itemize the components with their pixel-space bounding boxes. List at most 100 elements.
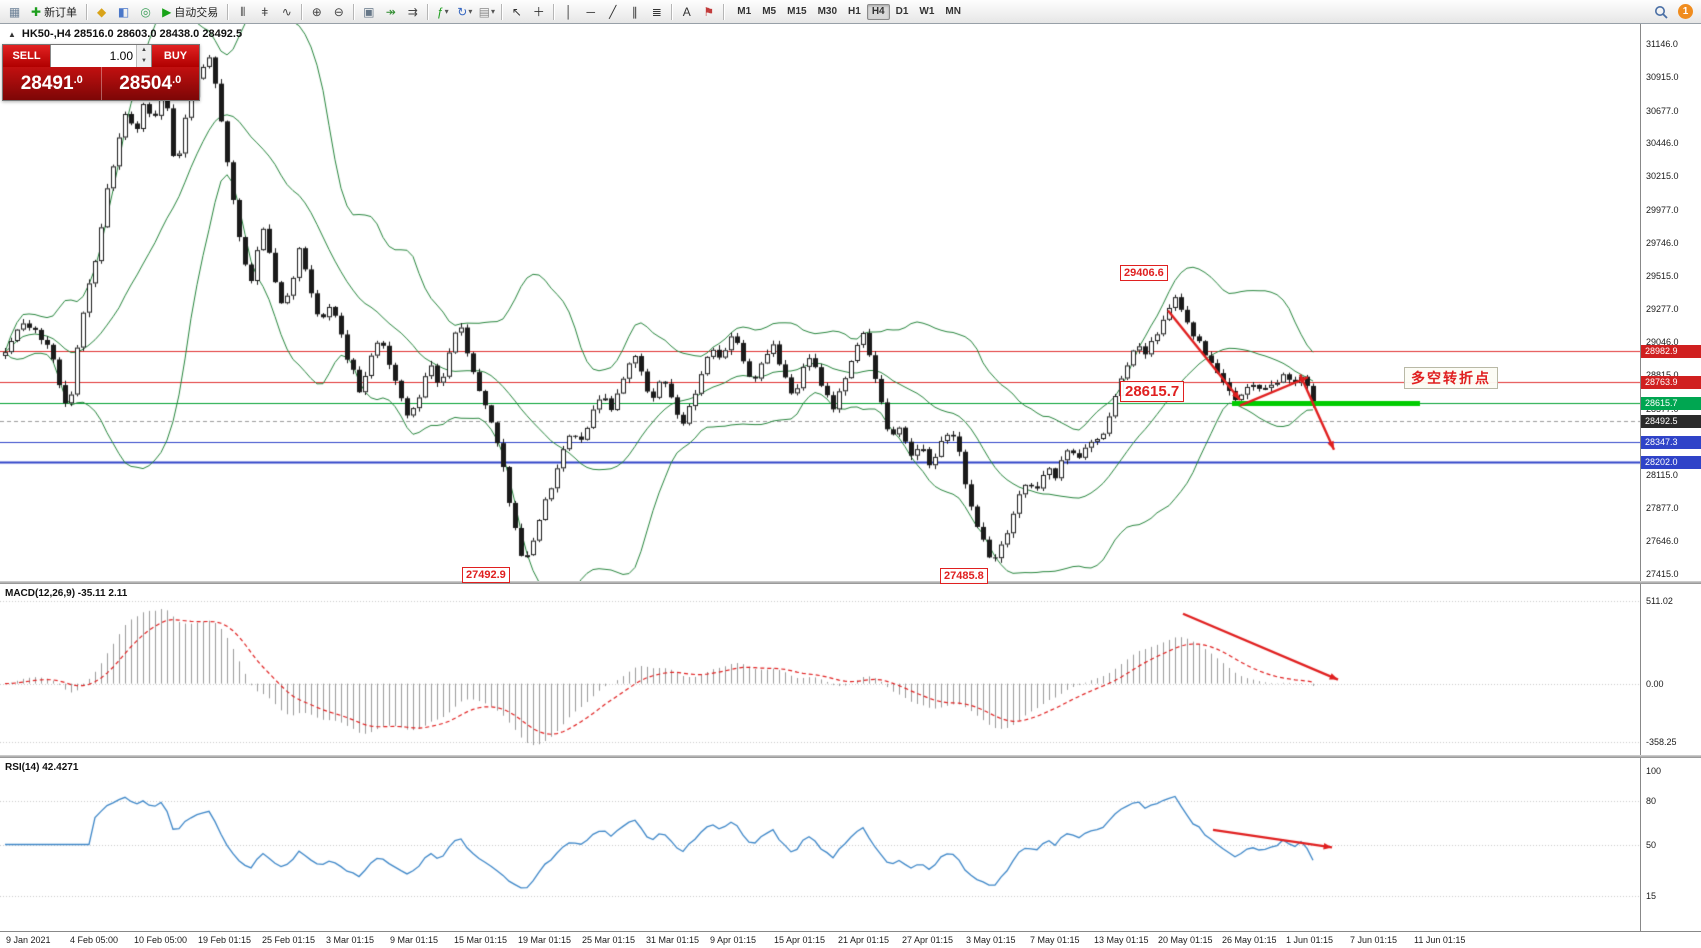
horizontal-line-icon-glyph-icon: ─ (586, 4, 596, 19)
buy-button[interactable]: BUY (152, 45, 199, 67)
new-order-glyph-icon: ✚ (31, 4, 42, 19)
time-axis[interactable]: 9 Jan 2021 4 Feb 05:00 10 Feb 05:00 19 Feb … (0, 931, 1701, 948)
tile-windows-icon-glyph-icon: ▣ (363, 4, 375, 19)
periods-glyph-icon: ↻ (457, 4, 468, 19)
scale-tick: 0.00 (1646, 678, 1664, 689)
channel-icon[interactable]: ∥ (624, 2, 645, 21)
toolbar-separator (723, 3, 725, 20)
sell-price[interactable]: 28491.0 (3, 67, 101, 100)
bar-chart-icon[interactable]: ⦀ (232, 2, 253, 21)
time-label: 25 Feb 01:15 (262, 935, 316, 945)
macd-panel-canvas[interactable] (0, 584, 1640, 755)
cursor-icon[interactable]: ↖ (506, 2, 527, 21)
buy-price[interactable]: 28504.0 (100, 67, 200, 100)
scale-tick: 28815.0 (1646, 370, 1679, 381)
autotrade-button[interactable]: ▶ 自动交易 (157, 2, 223, 21)
time-label: 9 Apr 01:15 (710, 935, 757, 945)
sell-button[interactable]: SELL (3, 45, 50, 67)
bid-ask-display: 28491.0 28504.0 (3, 67, 199, 100)
periods-button[interactable]: ↻ ▾ (454, 2, 475, 21)
scale-tick: -358.25 (1646, 736, 1677, 747)
toolbar: ▦ ✚ 新订单 ◆ ◧ ◎ ▶ 自动交易 ⦀ ǂ ∿ ⊕ ⊖ ▣ ↠ ⇉ ƒ ▾ ↻ ▾ ▤ ▾ ↖ ＋ │ ─ ╱ ∥ ≣ A ⚑ M1 M5… (0, 0, 1701, 24)
toolbar-separator (553, 3, 555, 20)
arrows-tool-icon[interactable]: ⚑ (698, 2, 719, 21)
chart-shift-icon[interactable]: ⇉ (402, 2, 423, 21)
volume-down-icon[interactable]: ▼ (137, 56, 151, 67)
new-order-button[interactable]: ✚ 新订单 (26, 2, 82, 21)
scale-tick: 29277.0 (1646, 304, 1679, 315)
templates-glyph-icon: ▤ (478, 4, 490, 19)
scale-tick: 27415.0 (1646, 569, 1679, 580)
scale-tick: 50 (1646, 839, 1657, 850)
volume-input[interactable] (51, 45, 136, 67)
zoom-out-icon[interactable]: ⊖ (328, 2, 349, 21)
timeframe-h4[interactable]: H4 (866, 3, 890, 20)
time-label: 11 Jun 01:15 (1414, 935, 1466, 945)
scale-tick: 29046.0 (1646, 337, 1679, 348)
line-chart-icon-glyph-icon: ∿ (281, 4, 292, 19)
time-label: 15 Apr 01:15 (774, 935, 826, 945)
sell-price-sup: .0 (73, 74, 83, 86)
timeframe-m1[interactable]: M1 (737, 5, 752, 17)
auto-scroll-icon[interactable]: ↠ (380, 2, 401, 21)
timeframe-m5[interactable]: M5 (762, 5, 777, 17)
price-scale[interactable]: 31146.0 30915.0 30677.0 30446.0 30215.0 29977… (1640, 24, 1701, 931)
main-chart-canvas[interactable] (0, 24, 1640, 581)
candlestick-chart-icon[interactable]: ǂ (254, 2, 275, 21)
zoom-in-icon[interactable]: ⊕ (306, 2, 327, 21)
vertical-line-icon[interactable]: │ (558, 2, 579, 21)
rsi-panel-canvas[interactable] (0, 758, 1640, 931)
bar-chart-icon-glyph-icon: ⦀ (240, 4, 246, 19)
text-icon[interactable]: A (676, 2, 697, 21)
horizontal-line-icon[interactable]: ─ (580, 2, 601, 21)
zoom-in-icon-glyph-icon: ⊕ (311, 4, 322, 19)
trendline-icon[interactable]: ╱ (602, 2, 623, 21)
timeframe-m30[interactable]: M30 (817, 5, 838, 17)
toolbar-separator (227, 3, 229, 20)
zoom-out-icon-glyph-icon: ⊖ (333, 4, 344, 19)
autotrade-glyph-icon: ▶ (162, 4, 172, 19)
panel-separator[interactable] (0, 581, 1701, 584)
fibonacci-icon[interactable]: ≣ (646, 2, 667, 21)
timeframe-group: M1 M5 M15 M30 H1 H4 D1 W1 MN (732, 3, 966, 20)
time-label: 21 Apr 01:15 (838, 935, 890, 945)
timeframe-d1[interactable]: D1 (895, 5, 909, 17)
timeframe-h1[interactable]: H1 (848, 5, 861, 17)
price-tag: 28202.0 (1641, 456, 1701, 470)
data-window-icon[interactable]: ◧ (113, 2, 134, 21)
time-label: 7 Jun 01:15 (1350, 935, 1398, 945)
scale-tick: 511.02 (1646, 595, 1673, 606)
indicators-button[interactable]: ƒ ▾ (432, 2, 453, 21)
scale-tick: 100 (1646, 766, 1662, 777)
navigator-icon[interactable]: ◎ (135, 2, 156, 21)
crosshair-icon[interactable]: ＋ (528, 2, 549, 21)
templates-button[interactable]: ▤ ▾ (476, 2, 497, 21)
time-label: 4 Feb 05:00 (70, 935, 119, 945)
timeframe-mn[interactable]: MN (945, 5, 961, 17)
notification-badge[interactable]: 1 (1678, 4, 1693, 19)
tile-windows-icon[interactable]: ▣ (358, 2, 379, 21)
line-chart-icon[interactable]: ∿ (276, 2, 297, 21)
buy-price-main: 28504 (119, 72, 173, 94)
arrows-tool-icon-glyph-icon: ⚑ (703, 4, 715, 19)
search-icon[interactable] (1650, 2, 1671, 21)
volume-up-icon[interactable]: ▲ (137, 45, 151, 56)
scale-tick: 80 (1646, 795, 1657, 806)
scale-tick: 27877.0 (1646, 503, 1679, 514)
volume-spinner: ▲ ▼ (136, 45, 151, 67)
timeframe-w1[interactable]: W1 (919, 5, 935, 17)
navigator-icon-glyph-icon: ◎ (140, 4, 151, 19)
time-label: 10 Feb 05:00 (134, 935, 188, 945)
price-tag: 28492.5 (1641, 414, 1701, 428)
panel-separator[interactable] (0, 755, 1701, 758)
crosshair-icon-glyph-icon: ＋ (532, 4, 545, 19)
timeframe-m15[interactable]: M15 (787, 5, 807, 17)
toolbar-separator (353, 3, 355, 20)
market-watch-icon[interactable]: ◆ (91, 2, 112, 21)
fibonacci-icon-glyph-icon: ≣ (651, 4, 662, 19)
scale-tick: 31146.0 (1646, 38, 1678, 49)
channel-icon-glyph-icon: ∥ (631, 4, 638, 19)
dropdown-caret-icon: ▾ (490, 7, 495, 16)
chart-window-icon[interactable]: ▦ (4, 2, 25, 21)
scale-tick: 15 (1646, 890, 1657, 901)
